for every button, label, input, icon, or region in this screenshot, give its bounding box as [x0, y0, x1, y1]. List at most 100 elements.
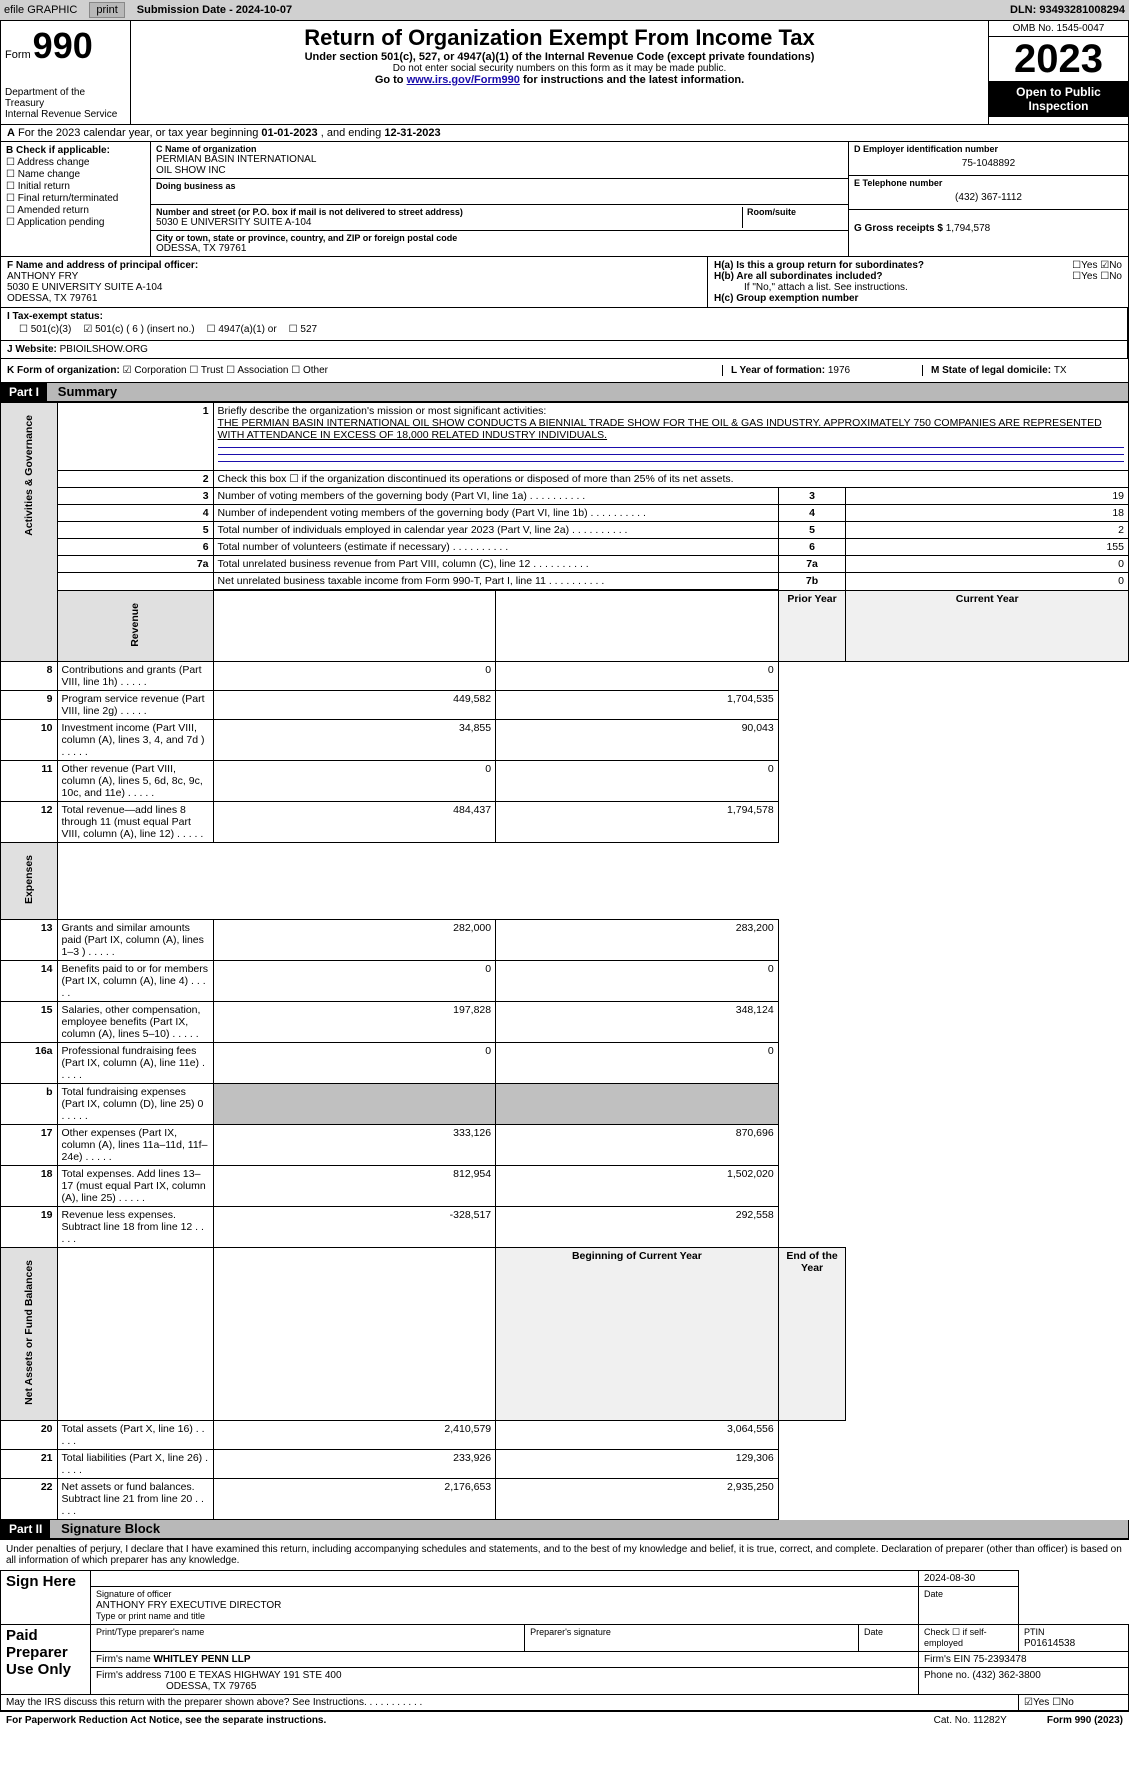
chk-pending[interactable]: Application pending — [6, 217, 145, 228]
gross-label: G Gross receipts $ — [854, 223, 946, 234]
website-value: PBIOILSHOW.ORG — [60, 344, 148, 355]
opt-527[interactable]: 527 — [289, 324, 317, 335]
officer-row: F Name and address of principal officer:… — [0, 257, 1129, 308]
sign-here: Sign Here — [1, 1571, 91, 1625]
chk-amended[interactable]: Amended return — [6, 205, 145, 216]
org-name-2: OIL SHOW INC — [156, 165, 843, 176]
tax-label: I Tax-exempt status: — [7, 311, 103, 322]
k-org-row: K Form of organization: Corporation Trus… — [0, 359, 1129, 383]
firm-addr1: 7100 E TEXAS HIGHWAY 191 STE 400 — [164, 1670, 342, 1681]
mission-cell: Briefly describe the organization's miss… — [213, 403, 1128, 471]
form-header: Form 990 Department of the Treasury Inte… — [0, 20, 1129, 125]
footer-form: Form 990 (2023) — [1047, 1715, 1123, 1726]
part2-bar: Part II Signature Block — [0, 1520, 1129, 1539]
omb-number: OMB No. 1545-0047 — [989, 21, 1128, 37]
firm-phone: (432) 362-3800 — [972, 1670, 1040, 1681]
footer-left: For Paperwork Reduction Act Notice, see … — [6, 1715, 326, 1726]
hb-note: If "No," attach a list. See instructions… — [714, 282, 1122, 293]
city-label: City or town, state or province, country… — [156, 233, 843, 243]
korg-assoc[interactable]: Association — [226, 365, 288, 376]
dept-label: Department of the Treasury Internal Reve… — [5, 87, 126, 120]
line2: Check this box ☐ if the organization dis… — [213, 471, 1128, 488]
prior-year-hdr: Prior Year — [778, 590, 846, 662]
footer: For Paperwork Reduction Act Notice, see … — [0, 1711, 1129, 1729]
side-gov: Activities & Governance — [23, 405, 35, 546]
org-name-1: PERMIAN BASIN INTERNATIONAL — [156, 154, 843, 165]
irs-link[interactable]: www.irs.gov/Form990 — [407, 74, 520, 86]
state-value: TX — [1054, 365, 1067, 376]
sig-officer-name: ANTHONY FRY EXECUTIVE DIRECTOR — [96, 1600, 281, 1611]
ein-label: D Employer identification number — [854, 144, 1123, 154]
part2-tag: Part II — [1, 1520, 50, 1538]
officer-name: ANTHONY FRY — [7, 271, 78, 282]
tax-year: 2023 — [989, 37, 1128, 81]
firm-name: WHITLEY PENN LLP — [153, 1654, 250, 1665]
korg-corp[interactable]: Corporation — [123, 365, 187, 376]
top-bar: efile GRAPHIC print Submission Date - 20… — [0, 0, 1129, 20]
form-note: Do not enter social security numbers on … — [139, 63, 980, 74]
hb-label: H(b) Are all subordinates included? — [714, 271, 883, 282]
dln: DLN: 93493281008294 — [1010, 4, 1125, 16]
goto-line: Go to www.irs.gov/Form990 for instructio… — [139, 74, 980, 86]
ptin: P01614538 — [1024, 1638, 1075, 1649]
opt-501c[interactable]: 501(c) ( 6 ) (insert no.) — [83, 324, 194, 335]
signature-table: Sign Here 2024-08-30 Signature of office… — [0, 1570, 1129, 1711]
gross-value: 1,794,578 — [946, 223, 991, 234]
chk-address[interactable]: Address change — [6, 157, 145, 168]
footer-cat: Cat. No. 11282Y — [934, 1715, 1007, 1726]
current-year-hdr: Current Year — [846, 590, 1129, 662]
print-button[interactable]: print — [89, 2, 124, 18]
chk-initial[interactable]: Initial return — [6, 181, 145, 192]
firm-ein: 75-2393478 — [973, 1654, 1026, 1665]
submission-date: Submission Date - 2024-10-07 — [137, 4, 292, 16]
org-city: ODESSA, TX 79761 — [156, 243, 843, 254]
sig-date: 2024-08-30 — [919, 1571, 1019, 1587]
ein-value: 75-1048892 — [854, 154, 1123, 173]
paid-preparer: Paid Preparer Use Only — [1, 1625, 91, 1695]
org-address: 5030 E UNIVERSITY SUITE A-104 — [156, 217, 742, 228]
sig-intro: Under penalties of perjury, I declare th… — [0, 1539, 1129, 1570]
form-title: Return of Organization Exempt From Incom… — [139, 25, 980, 51]
part1-title: Summary — [50, 382, 125, 401]
officer-label: F Name and address of principal officer: — [7, 260, 198, 271]
year-formation-label: L Year of formation: — [731, 365, 828, 376]
side-rev: Revenue — [129, 593, 141, 657]
part1-bar: Part I Summary — [0, 383, 1129, 402]
website-row: J Website: PBIOILSHOW.ORG — [0, 341, 1129, 359]
chk-name[interactable]: Name change — [6, 169, 145, 180]
entity-block: B Check if applicable: Address change Na… — [0, 142, 1129, 257]
form-number: Form 990 — [5, 25, 126, 67]
addr-label: Number and street (or P.O. box if mail i… — [156, 207, 742, 217]
efile-label: efile GRAPHIC — [4, 4, 77, 16]
opt-4947[interactable]: 4947(a)(1) or — [207, 324, 277, 335]
website-label: J Website: — [7, 344, 60, 355]
chk-final[interactable]: Final return/terminated — [6, 193, 145, 204]
korg-label: K Form of organization: — [7, 365, 120, 376]
dba-label: Doing business as — [156, 181, 843, 191]
summary-table: Activities & Governance 1 Briefly descri… — [0, 402, 1129, 1520]
firm-addr2: ODESSA, TX 79765 — [96, 1681, 256, 1692]
tel-label: E Telephone number — [854, 178, 1123, 188]
discuss-q: May the IRS discuss this return with the… — [6, 1697, 422, 1708]
korg-trust[interactable]: Trust — [189, 365, 223, 376]
part1-tag: Part I — [1, 383, 47, 401]
sig-officer-label: Signature of officer — [96, 1589, 171, 1599]
tel-value: (432) 367-1112 — [854, 188, 1123, 207]
name-label: C Name of organization — [156, 144, 843, 154]
officer-city: ODESSA, TX 79761 — [7, 293, 97, 304]
ha-label: H(a) Is this a group return for subordin… — [714, 260, 924, 271]
form-subtitle: Under section 501(c), 527, or 4947(a)(1)… — [139, 51, 980, 63]
hc-label: H(c) Group exemption number — [714, 293, 858, 304]
side-net: Net Assets or Fund Balances — [23, 1250, 35, 1415]
room-label: Room/suite — [747, 207, 843, 217]
opt-501c3[interactable]: 501(c)(3) — [19, 324, 71, 335]
end-year-hdr: End of the Year — [778, 1248, 846, 1421]
row-a: A For the 2023 calendar year, or tax yea… — [0, 125, 1129, 142]
korg-other[interactable]: Other — [291, 365, 328, 376]
begin-year-hdr: Beginning of Current Year — [496, 1248, 779, 1421]
state-label: M State of legal domicile: — [931, 365, 1054, 376]
side-exp: Expenses — [23, 845, 35, 914]
officer-addr: 5030 E UNIVERSITY SUITE A-104 — [7, 282, 162, 293]
mission-text: THE PERMIAN BASIN INTERNATIONAL OIL SHOW… — [218, 417, 1102, 441]
year-formation: 1976 — [828, 365, 850, 376]
